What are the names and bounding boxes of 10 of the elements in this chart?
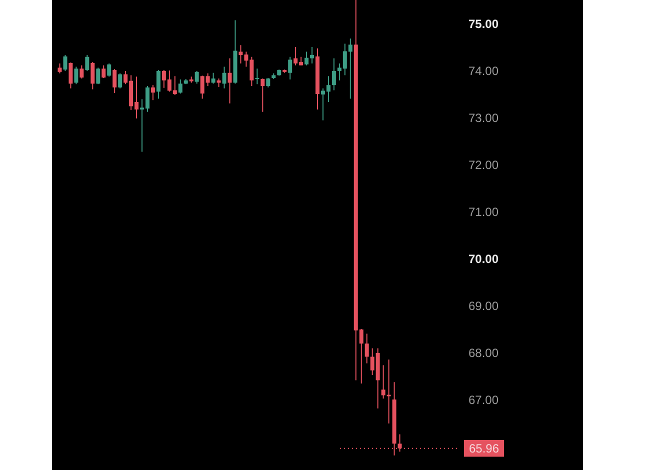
y-tick-label: 73.00 bbox=[468, 111, 499, 125]
y-tick-label: 67.00 bbox=[468, 393, 499, 407]
y-tick-label: 70.00 bbox=[468, 252, 499, 266]
y-tick-label: 69.00 bbox=[468, 299, 499, 313]
y-tick-label: 75.00 bbox=[468, 17, 499, 31]
y-tick-label: 71.00 bbox=[468, 205, 499, 219]
ref-line-label: 65.96 bbox=[468, 441, 500, 456]
y-tick-label: 68.00 bbox=[468, 346, 499, 360]
y-tick-label: 72.00 bbox=[468, 158, 499, 172]
y-tick-label: 74.00 bbox=[468, 64, 499, 78]
